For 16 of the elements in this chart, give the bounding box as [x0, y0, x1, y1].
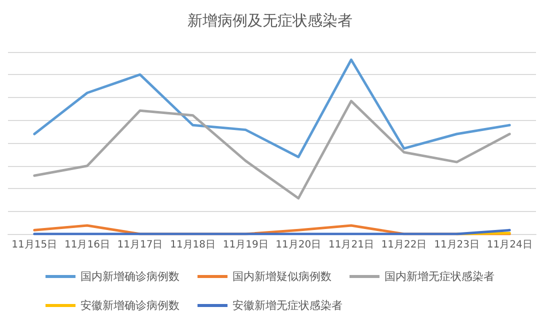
- legend-label: 安徽新增无症状感染者: [232, 299, 342, 312]
- chart-title: 新增病例及无症状感染者: [188, 12, 352, 30]
- x-tick-label: 11月17日: [117, 240, 163, 250]
- x-tick-label: 11月15日: [12, 240, 58, 250]
- x-tick-label: 11月19日: [222, 240, 268, 250]
- x-tick-label: 11月18日: [170, 240, 216, 250]
- legend-label: 安徽新增确诊病例数: [80, 299, 180, 312]
- x-tick-label: 11月16日: [64, 240, 110, 250]
- x-tick-label: 11月24日: [486, 240, 532, 250]
- legend-label: 国内新增疑似病例数: [232, 270, 332, 283]
- legend-label: 国内新增无症状感染者: [384, 270, 494, 283]
- x-tick-label: 11月23日: [434, 240, 480, 250]
- x-tick-label: 11月20日: [276, 240, 322, 250]
- x-tick-label: 11月21日: [328, 240, 374, 250]
- legend-label: 国内新增确诊病例数: [80, 270, 180, 283]
- x-tick-label: 11月22日: [381, 240, 427, 250]
